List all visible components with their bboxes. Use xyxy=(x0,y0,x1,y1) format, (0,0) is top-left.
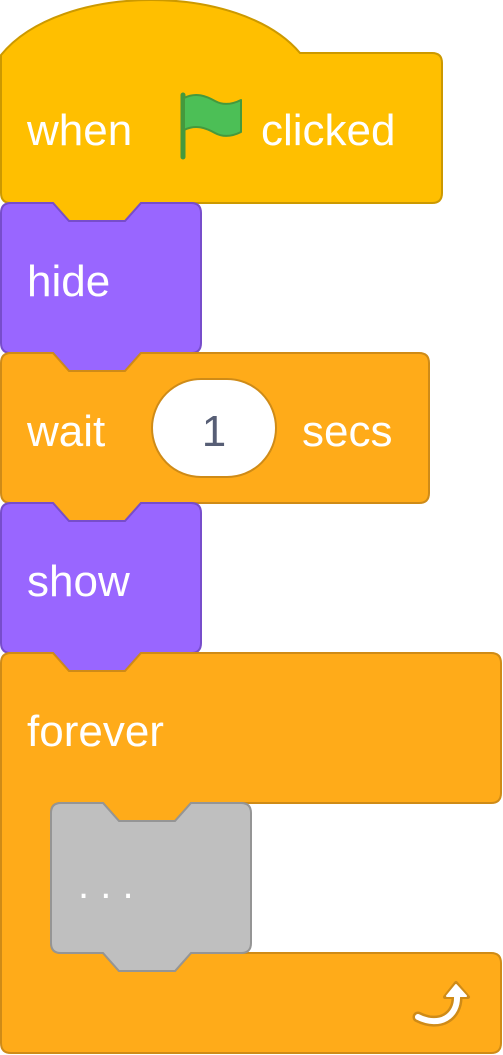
green-flag-icon xyxy=(180,92,242,160)
wait-seconds-value: 1 xyxy=(202,407,226,456)
wait-seconds-input[interactable] xyxy=(151,378,277,478)
wait-block[interactable]: wait 1 secs xyxy=(0,352,430,522)
placeholder-shape xyxy=(50,802,252,972)
wait-secs-label: secs xyxy=(302,407,392,456)
hat-label-when: when xyxy=(26,106,132,155)
repeat-arrow-icon xyxy=(412,981,470,1027)
placeholder-dots: . . . xyxy=(78,863,134,907)
empty-slot-placeholder[interactable]: . . . xyxy=(50,802,252,972)
hat-label-clicked: clicked xyxy=(261,106,396,155)
forever-label: forever xyxy=(27,707,164,756)
show-label: show xyxy=(27,557,130,606)
hide-label: hide xyxy=(27,257,110,306)
show-block[interactable]: show xyxy=(0,502,202,672)
wait-label: wait xyxy=(26,407,105,456)
when-flag-clicked-block[interactable]: when clicked xyxy=(0,0,443,222)
forever-block[interactable]: forever . . . xyxy=(0,652,502,1054)
hide-block[interactable]: hide xyxy=(0,202,202,372)
